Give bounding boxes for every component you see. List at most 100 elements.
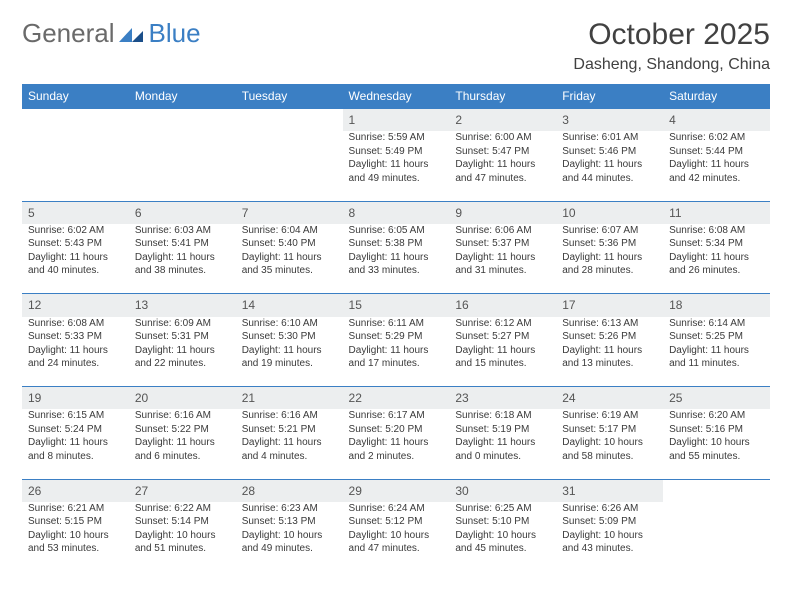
daylight-line: Daylight: 11 hours and 42 minutes. xyxy=(669,158,764,185)
sunset-line: Sunset: 5:33 PM xyxy=(28,330,123,344)
sunset-line: Sunset: 5:25 PM xyxy=(669,330,764,344)
day-info-cell: Sunrise: 6:18 AMSunset: 5:19 PMDaylight:… xyxy=(449,409,556,479)
sunrise-line: Sunrise: 6:24 AM xyxy=(349,502,444,516)
weekday-header: Tuesday xyxy=(236,84,343,109)
daylight-line: Daylight: 11 hours and 8 minutes. xyxy=(28,436,123,463)
day-info-cell: Sunrise: 6:23 AMSunset: 5:13 PMDaylight:… xyxy=(236,502,343,572)
day-number-cell: 2 xyxy=(449,109,556,132)
sunset-line: Sunset: 5:41 PM xyxy=(135,237,230,251)
day-info-cell: Sunrise: 6:24 AMSunset: 5:12 PMDaylight:… xyxy=(343,502,450,572)
sunset-line: Sunset: 5:17 PM xyxy=(562,423,657,437)
day-number-cell: 3 xyxy=(556,109,663,132)
daylight-line: Daylight: 11 hours and 19 minutes. xyxy=(242,344,337,371)
sunset-line: Sunset: 5:44 PM xyxy=(669,145,764,159)
daylight-line: Daylight: 11 hours and 11 minutes. xyxy=(669,344,764,371)
weekday-header: Wednesday xyxy=(343,84,450,109)
day-info-cell: Sunrise: 6:09 AMSunset: 5:31 PMDaylight:… xyxy=(129,317,236,387)
sunrise-line: Sunrise: 6:05 AM xyxy=(349,224,444,238)
day-number-cell xyxy=(129,109,236,132)
sunset-line: Sunset: 5:13 PM xyxy=(242,515,337,529)
day-number-row: 1234 xyxy=(22,109,770,132)
sunrise-line: Sunrise: 6:23 AM xyxy=(242,502,337,516)
daylight-line: Daylight: 11 hours and 0 minutes. xyxy=(455,436,550,463)
daylight-line: Daylight: 11 hours and 47 minutes. xyxy=(455,158,550,185)
sunrise-line: Sunrise: 6:04 AM xyxy=(242,224,337,238)
day-info-cell: Sunrise: 6:17 AMSunset: 5:20 PMDaylight:… xyxy=(343,409,450,479)
day-number-cell xyxy=(236,109,343,132)
day-info-cell: Sunrise: 6:01 AMSunset: 5:46 PMDaylight:… xyxy=(556,131,663,201)
sunset-line: Sunset: 5:10 PM xyxy=(455,515,550,529)
sunset-line: Sunset: 5:15 PM xyxy=(28,515,123,529)
day-number-cell: 12 xyxy=(22,294,129,317)
day-number-cell: 31 xyxy=(556,479,663,502)
day-number-cell: 19 xyxy=(22,387,129,410)
sunrise-line: Sunrise: 6:06 AM xyxy=(455,224,550,238)
daylight-line: Daylight: 10 hours and 55 minutes. xyxy=(669,436,764,463)
sunset-line: Sunset: 5:21 PM xyxy=(242,423,337,437)
daylight-line: Daylight: 11 hours and 17 minutes. xyxy=(349,344,444,371)
day-info-cell xyxy=(129,131,236,201)
daylight-line: Daylight: 10 hours and 47 minutes. xyxy=(349,529,444,556)
daylight-line: Daylight: 11 hours and 24 minutes. xyxy=(28,344,123,371)
title-block: October 2025 Dasheng, Shandong, China xyxy=(573,18,770,74)
day-info-cell: Sunrise: 6:16 AMSunset: 5:22 PMDaylight:… xyxy=(129,409,236,479)
weekday-header: Sunday xyxy=(22,84,129,109)
sunrise-line: Sunrise: 6:22 AM xyxy=(135,502,230,516)
daylight-line: Daylight: 11 hours and 22 minutes. xyxy=(135,344,230,371)
sunrise-line: Sunrise: 5:59 AM xyxy=(349,131,444,145)
location-subtitle: Dasheng, Shandong, China xyxy=(573,56,770,74)
sunset-line: Sunset: 5:37 PM xyxy=(455,237,550,251)
day-number-row: 262728293031 xyxy=(22,479,770,502)
day-info-cell: Sunrise: 6:03 AMSunset: 5:41 PMDaylight:… xyxy=(129,224,236,294)
weekday-header: Saturday xyxy=(663,84,770,109)
day-number-cell: 6 xyxy=(129,201,236,224)
daylight-line: Daylight: 10 hours and 43 minutes. xyxy=(562,529,657,556)
daylight-line: Daylight: 11 hours and 33 minutes. xyxy=(349,251,444,278)
sunrise-line: Sunrise: 6:08 AM xyxy=(28,317,123,331)
day-info-cell: Sunrise: 6:15 AMSunset: 5:24 PMDaylight:… xyxy=(22,409,129,479)
day-number-cell: 30 xyxy=(449,479,556,502)
weekday-header: Friday xyxy=(556,84,663,109)
daylight-line: Daylight: 10 hours and 45 minutes. xyxy=(455,529,550,556)
daylight-line: Daylight: 10 hours and 58 minutes. xyxy=(562,436,657,463)
daylight-line: Daylight: 10 hours and 53 minutes. xyxy=(28,529,123,556)
brand-word-1: General xyxy=(22,18,115,49)
day-info-cell: Sunrise: 6:10 AMSunset: 5:30 PMDaylight:… xyxy=(236,317,343,387)
day-info-row: Sunrise: 5:59 AMSunset: 5:49 PMDaylight:… xyxy=(22,131,770,201)
day-info-row: Sunrise: 6:08 AMSunset: 5:33 PMDaylight:… xyxy=(22,317,770,387)
day-number-row: 19202122232425 xyxy=(22,387,770,410)
day-info-cell: Sunrise: 5:59 AMSunset: 5:49 PMDaylight:… xyxy=(343,131,450,201)
brand-logo: General Blue xyxy=(22,18,201,49)
day-number-cell: 22 xyxy=(343,387,450,410)
day-info-cell: Sunrise: 6:20 AMSunset: 5:16 PMDaylight:… xyxy=(663,409,770,479)
sunset-line: Sunset: 5:46 PM xyxy=(562,145,657,159)
day-info-row: Sunrise: 6:02 AMSunset: 5:43 PMDaylight:… xyxy=(22,224,770,294)
sunrise-line: Sunrise: 6:17 AM xyxy=(349,409,444,423)
day-number-cell xyxy=(22,109,129,132)
sunrise-line: Sunrise: 6:25 AM xyxy=(455,502,550,516)
day-number-cell: 9 xyxy=(449,201,556,224)
day-info-cell: Sunrise: 6:08 AMSunset: 5:34 PMDaylight:… xyxy=(663,224,770,294)
day-number-cell xyxy=(663,479,770,502)
sunset-line: Sunset: 5:29 PM xyxy=(349,330,444,344)
day-number-cell: 13 xyxy=(129,294,236,317)
sunset-line: Sunset: 5:14 PM xyxy=(135,515,230,529)
daylight-line: Daylight: 11 hours and 4 minutes. xyxy=(242,436,337,463)
daylight-line: Daylight: 11 hours and 40 minutes. xyxy=(28,251,123,278)
sunset-line: Sunset: 5:24 PM xyxy=(28,423,123,437)
daylight-line: Daylight: 11 hours and 35 minutes. xyxy=(242,251,337,278)
day-number-cell: 4 xyxy=(663,109,770,132)
day-number-cell: 7 xyxy=(236,201,343,224)
day-info-cell: Sunrise: 6:06 AMSunset: 5:37 PMDaylight:… xyxy=(449,224,556,294)
sunset-line: Sunset: 5:26 PM xyxy=(562,330,657,344)
day-number-cell: 29 xyxy=(343,479,450,502)
sunrise-line: Sunrise: 6:07 AM xyxy=(562,224,657,238)
weekday-header-row: Sunday Monday Tuesday Wednesday Thursday… xyxy=(22,84,770,109)
day-info-cell: Sunrise: 6:13 AMSunset: 5:26 PMDaylight:… xyxy=(556,317,663,387)
day-info-cell: Sunrise: 6:16 AMSunset: 5:21 PMDaylight:… xyxy=(236,409,343,479)
sunset-line: Sunset: 5:40 PM xyxy=(242,237,337,251)
day-info-cell: Sunrise: 6:07 AMSunset: 5:36 PMDaylight:… xyxy=(556,224,663,294)
page-title: October 2025 xyxy=(573,18,770,52)
sunrise-line: Sunrise: 6:03 AM xyxy=(135,224,230,238)
day-number-cell: 5 xyxy=(22,201,129,224)
